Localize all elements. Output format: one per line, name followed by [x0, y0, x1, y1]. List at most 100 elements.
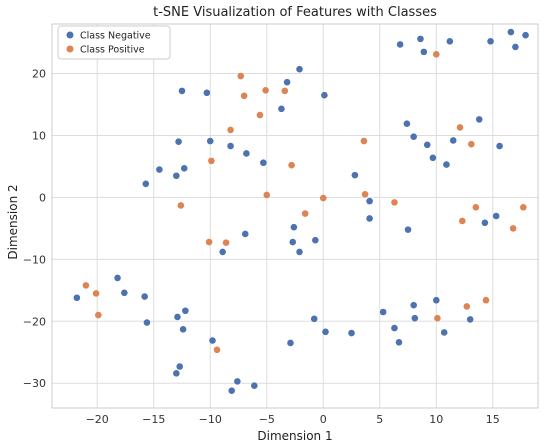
data-point-class-positive: [240, 92, 248, 100]
data-point-class-negative: [178, 87, 186, 95]
data-point-class-negative: [475, 116, 483, 123]
data-point-class-negative: [522, 31, 529, 39]
data-point-class-positive: [213, 346, 221, 354]
data-point-class-negative: [203, 89, 211, 97]
data-point-class-negative: [290, 223, 298, 231]
x-tick-label: 10: [429, 413, 443, 426]
data-point-class-positive: [482, 296, 490, 304]
data-point-class-positive: [319, 194, 327, 202]
data-point-class-negative: [321, 91, 328, 99]
data-point-class-negative: [182, 307, 189, 315]
data-point-class-negative: [241, 230, 249, 238]
data-point-class-positive: [95, 311, 102, 319]
data-point-class-negative: [466, 316, 474, 323]
data-point-class-negative: [396, 41, 404, 48]
data-point-class-positive: [472, 204, 480, 211]
data-point-class-positive: [281, 87, 289, 95]
grid-lines: [52, 24, 538, 408]
data-point-class-negative: [121, 289, 128, 297]
data-point-class-negative: [496, 142, 503, 150]
x-tick-label: −20: [86, 413, 109, 426]
data-point-class-negative: [174, 313, 181, 321]
data-point-class-positive: [509, 225, 517, 232]
data-point-class-negative: [227, 142, 234, 150]
data-point-class-negative: [481, 219, 489, 227]
data-point-class-negative: [234, 378, 241, 385]
y-tick-label: 10: [32, 129, 46, 142]
y-tick-label: −10: [23, 253, 46, 266]
data-point-class-negative: [173, 370, 180, 377]
data-point-class-negative: [366, 197, 373, 205]
legend-label-class-positive: Class Positive: [80, 45, 145, 56]
data-point-class-positive: [301, 210, 309, 217]
data-point-class-negative: [278, 105, 285, 113]
legend: Class Negative Class Positive: [57, 25, 171, 60]
legend-label-class-negative: Class Negative: [80, 31, 151, 42]
legend-marker-class-negative: [66, 31, 74, 39]
legend-box: [57, 25, 171, 60]
data-point-class-negative: [175, 138, 182, 145]
x-tick-label: 15: [486, 413, 500, 426]
data-point-class-negative: [219, 248, 226, 256]
data-point-class-negative: [296, 65, 303, 73]
data-point-class-negative: [512, 43, 519, 51]
data-point-class-negative: [449, 137, 457, 144]
data-point-class-positive: [227, 126, 234, 134]
data-point-class-positive: [456, 124, 464, 131]
data-points: [73, 28, 529, 394]
data-point-class-negative: [114, 274, 121, 282]
data-point-class-negative: [142, 180, 150, 188]
data-point-class-positive: [237, 72, 245, 80]
data-point-class-positive: [208, 157, 215, 165]
data-point-class-positive: [256, 111, 264, 119]
data-point-class-negative: [141, 293, 148, 300]
data-point-class-positive: [468, 140, 475, 148]
data-point-class-negative: [296, 248, 303, 256]
data-point-class-positive: [262, 86, 269, 94]
plot-frame: [51, 23, 539, 409]
data-point-class-negative: [176, 363, 184, 370]
data-point-class-negative: [206, 137, 214, 145]
data-point-class-negative: [287, 339, 294, 347]
data-point-class-positive: [222, 239, 230, 246]
data-point-class-negative: [391, 324, 398, 332]
data-point-class-negative: [251, 382, 258, 390]
axis-ticks: −20 −15 −10 −5 0 5 10 15 −30 −20 −10 0 10 20: [23, 68, 500, 426]
data-point-class-negative: [180, 165, 188, 172]
data-point-class-negative: [289, 238, 297, 246]
data-point-class-positive: [520, 204, 527, 211]
data-point-class-positive: [288, 161, 295, 169]
data-point-class-negative: [420, 48, 428, 56]
data-point-class-negative: [429, 154, 437, 162]
data-point-class-negative: [209, 337, 216, 344]
data-point-class-positive: [205, 238, 213, 246]
data-point-class-negative: [179, 326, 187, 333]
data-point-class-negative: [156, 166, 163, 173]
data-point-class-negative: [260, 159, 267, 167]
data-point-class-negative: [443, 161, 450, 168]
x-tick-label: −5: [259, 413, 275, 426]
data-point-class-negative: [507, 28, 515, 36]
data-point-class-negative: [440, 329, 448, 336]
data-point-class-positive: [361, 191, 369, 198]
data-point-class-positive: [458, 217, 466, 225]
x-tick-label: 5: [376, 413, 383, 426]
data-point-class-negative: [432, 296, 440, 304]
x-tick-label: 0: [320, 413, 327, 426]
y-tick-label: 0: [39, 191, 46, 204]
data-point-class-negative: [395, 339, 403, 346]
x-tick-label: −10: [199, 413, 222, 426]
data-point-class-positive: [92, 290, 100, 297]
data-point-class-negative: [404, 226, 412, 233]
data-point-class-positive: [463, 303, 471, 310]
data-point-class-negative: [487, 38, 494, 45]
data-point-class-negative: [366, 215, 373, 222]
data-point-class-negative: [423, 141, 431, 149]
data-point-class-positive: [391, 199, 398, 206]
data-point-class-negative: [417, 35, 424, 43]
y-axis-label: Dimension 2: [6, 184, 20, 259]
legend-marker-class-positive: [66, 45, 74, 53]
data-point-class-negative: [351, 171, 359, 179]
x-tick-label: −15: [142, 413, 165, 426]
